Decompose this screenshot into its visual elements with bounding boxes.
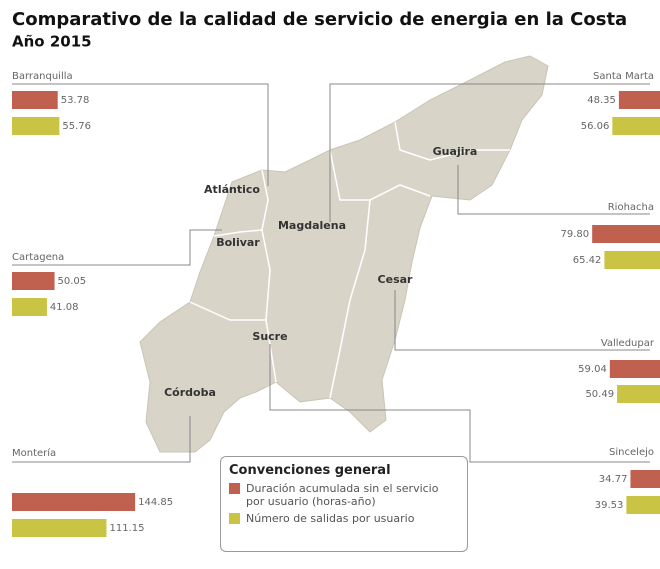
bar <box>592 225 660 243</box>
connector <box>457 165 650 215</box>
bar <box>612 117 660 135</box>
map-label: Bolivar <box>216 236 260 249</box>
map-border <box>261 169 277 383</box>
bar <box>618 91 660 109</box>
map-border <box>189 301 266 321</box>
bar <box>12 298 47 316</box>
value-label: 56.06 <box>581 121 610 132</box>
connector <box>269 344 650 463</box>
map-outline <box>139 55 549 453</box>
map-label: Magdalena <box>278 219 346 232</box>
legend-swatch <box>229 483 240 494</box>
value-label: 34.77 <box>599 474 628 485</box>
map-border <box>394 121 510 161</box>
map-label: Atlántico <box>204 183 260 196</box>
connector <box>394 290 650 351</box>
value-label: 50.49 <box>585 389 614 400</box>
value-label: 41.08 <box>50 302 79 313</box>
connector <box>12 229 222 266</box>
map-label: Córdoba <box>164 386 216 399</box>
map-label: Sucre <box>252 330 287 343</box>
map-label: Guajira <box>433 145 478 158</box>
value-label: 111.15 <box>109 523 144 534</box>
legend-title: Convenciones general <box>229 463 391 478</box>
bar <box>609 360 660 378</box>
value-label: 79.80 <box>561 229 590 240</box>
connector <box>12 83 269 186</box>
bar <box>617 385 660 403</box>
legend: Convenciones general Duración acumulada … <box>220 456 468 552</box>
value-label: 48.35 <box>587 95 616 106</box>
connector <box>12 416 191 463</box>
connector <box>329 83 650 222</box>
value-label: 59.04 <box>578 364 607 375</box>
bar <box>12 493 136 511</box>
map <box>139 55 549 453</box>
legend-label: Número de salidas por usuario <box>246 512 415 525</box>
connectors <box>12 83 650 463</box>
chart-title: Comparativo de la calidad de servicio de… <box>12 9 627 30</box>
value-label: 144.85 <box>138 497 173 508</box>
map-label: Cesar <box>378 273 414 286</box>
value-label: 39.53 <box>595 500 624 511</box>
map-border <box>213 229 263 237</box>
category-label: Montería <box>12 447 56 459</box>
chart-subtitle: Año 2015 <box>12 33 92 51</box>
map-border <box>329 199 371 399</box>
legend-label: Duración acumulada sin el servicio por u… <box>246 482 439 508</box>
value-label: 65.42 <box>573 255 602 266</box>
value-label: 50.05 <box>58 276 87 287</box>
value-label: 55.76 <box>62 121 91 132</box>
bar <box>626 496 660 514</box>
legend-swatch <box>229 513 240 524</box>
legend-item: Número de salidas por usuario <box>229 512 459 525</box>
category-label: Riohacha <box>608 202 654 213</box>
bar <box>604 251 660 269</box>
bar <box>12 91 58 109</box>
bar <box>12 519 107 537</box>
value-label: 53.78 <box>61 95 90 106</box>
category-label: Santa Marta <box>593 71 654 82</box>
category-label: Sincelejo <box>609 447 654 458</box>
category-label: Cartagena <box>12 252 64 263</box>
category-label: Barranquilla <box>12 71 73 82</box>
legend-item: Duración acumulada sin el servicio por u… <box>229 482 459 508</box>
bar <box>12 272 55 290</box>
bar <box>12 117 60 135</box>
bar <box>630 470 660 488</box>
category-label: Valledupar <box>601 338 655 349</box>
